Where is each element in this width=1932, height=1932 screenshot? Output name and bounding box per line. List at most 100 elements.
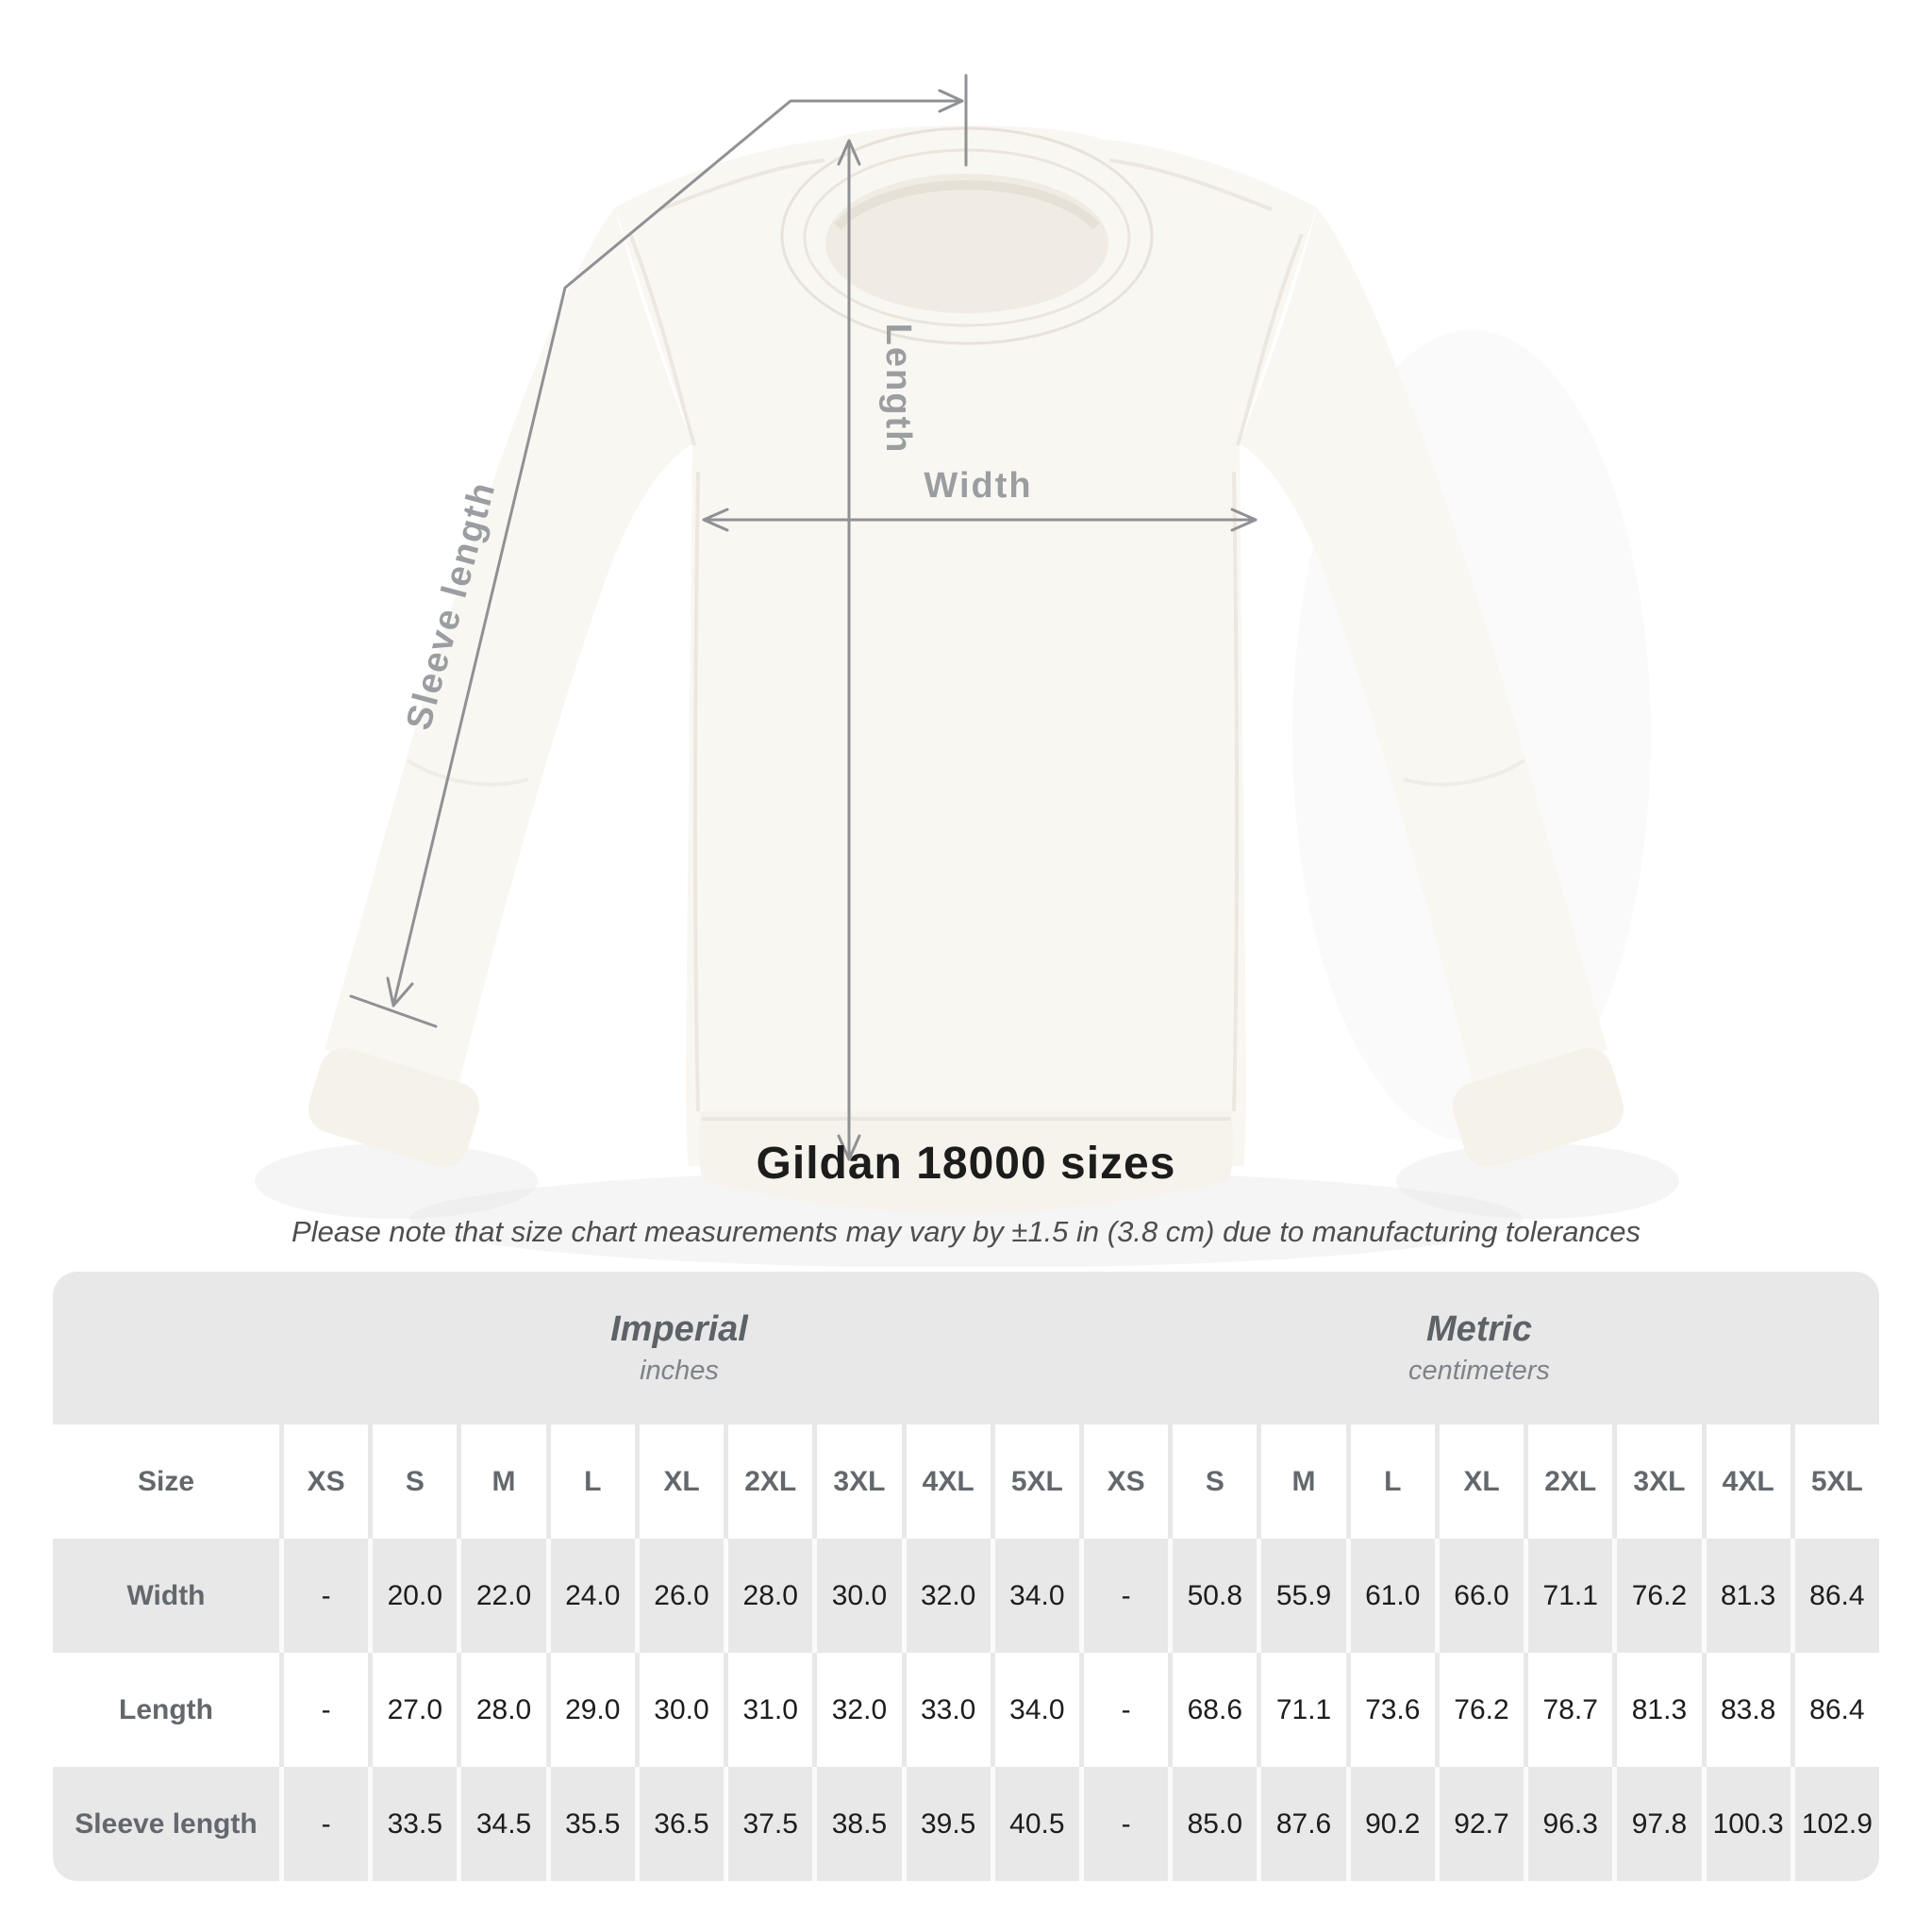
- page-title: Gildan 18000 sizes: [756, 1139, 1176, 1189]
- cell: 90.2: [1345, 1767, 1435, 1881]
- cell: 30.0: [634, 1653, 724, 1767]
- width-label: Width: [924, 466, 1032, 506]
- cell: -: [279, 1539, 368, 1653]
- cell: 22.0: [457, 1539, 545, 1653]
- cell: 102.9: [1790, 1767, 1879, 1881]
- cell: 83.8: [1701, 1653, 1790, 1767]
- cell: 86.4: [1790, 1653, 1879, 1767]
- cell: 33.0: [901, 1653, 991, 1767]
- table-row-length: Length - 27.0 28.0 29.0 30.0 31.0 32.0 3…: [53, 1653, 1879, 1767]
- col-header: 3XL: [1612, 1424, 1701, 1539]
- cell: 96.3: [1524, 1767, 1612, 1881]
- row-label: Width: [126, 1579, 206, 1611]
- hem-band: [699, 1111, 1233, 1213]
- col-header: 4XL: [1701, 1424, 1790, 1539]
- cell: 38.5: [812, 1767, 901, 1881]
- cell: 92.7: [1434, 1767, 1524, 1881]
- cell: 97.8: [1612, 1767, 1701, 1881]
- left-sleeve: [325, 208, 692, 1117]
- size-header-cell: Size: [137, 1465, 195, 1497]
- measurement-lines: [349, 74, 1257, 1161]
- cell: 20.0: [368, 1539, 457, 1653]
- units-header-band: Imperial inches Metric centimeters: [53, 1272, 1879, 1424]
- sleeve-arrowhead-bottom: [386, 976, 414, 1008]
- cell: 61.0: [1345, 1539, 1435, 1653]
- size-table-body: Size XS S M L XL 2XL 3XL 4XL 5XL XS S M …: [53, 1424, 1879, 1881]
- metric-unit: centimeters: [1408, 1356, 1550, 1386]
- col-header: 4XL: [901, 1424, 991, 1539]
- metric-header: Metric centimeters: [1079, 1309, 1879, 1387]
- imperial-label: Imperial: [610, 1309, 748, 1349]
- cell: 40.5: [990, 1767, 1079, 1881]
- sleeve-length-line: [391, 99, 964, 1008]
- right-cuff: [1452, 1048, 1624, 1168]
- cuff-tick: [349, 994, 438, 1028]
- table-row-width: Width - 20.0 22.0 24.0 26.0 28.0 30.0 32…: [53, 1539, 1879, 1653]
- imperial-header: Imperial inches: [279, 1309, 1079, 1387]
- sweatshirt-illustration: [308, 125, 1624, 1213]
- width-arrowhead-right: [1230, 508, 1257, 532]
- cell: 36.5: [634, 1767, 724, 1881]
- size-table: Imperial inches Metric centimeters Size …: [53, 1272, 1879, 1881]
- cell: 81.3: [1612, 1653, 1701, 1767]
- row-label: Length: [119, 1693, 213, 1725]
- col-header: M: [1257, 1424, 1345, 1539]
- cell: 29.0: [545, 1653, 635, 1767]
- cell: 76.2: [1434, 1653, 1524, 1767]
- tolerance-note: Please note that size chart measurements…: [291, 1215, 1641, 1248]
- col-header: L: [545, 1424, 635, 1539]
- cell: 73.6: [1345, 1653, 1435, 1767]
- cell: 26.0: [634, 1539, 724, 1653]
- collar-opening: [825, 174, 1108, 313]
- cell: 32.0: [901, 1539, 991, 1653]
- left-cuff: [308, 1048, 480, 1168]
- cell: 28.0: [457, 1653, 545, 1767]
- col-header: 5XL: [990, 1424, 1079, 1539]
- cell: 35.5: [545, 1767, 635, 1881]
- table-row-sleeve-length: Sleeve length - 33.5 34.5 35.5 36.5 37.5…: [53, 1767, 1879, 1881]
- cell: 78.7: [1524, 1653, 1612, 1767]
- cell: -: [279, 1653, 368, 1767]
- cell: -: [1078, 1539, 1168, 1653]
- length-arrowhead-top: [837, 139, 861, 166]
- cell: 32.0: [812, 1653, 901, 1767]
- col-header: 2XL: [724, 1424, 812, 1539]
- sleeve-arrowhead-top: [938, 89, 964, 113]
- cell: 71.1: [1257, 1653, 1345, 1767]
- cell: 76.2: [1612, 1539, 1701, 1653]
- col-header: L: [1345, 1424, 1435, 1539]
- col-header: 3XL: [812, 1424, 901, 1539]
- cell: 27.0: [368, 1653, 457, 1767]
- col-header: S: [1168, 1424, 1257, 1539]
- imperial-unit: inches: [640, 1356, 719, 1386]
- cell: 34.0: [990, 1539, 1079, 1653]
- table-row-size-header: Size XS S M L XL 2XL 3XL 4XL 5XL XS S M …: [53, 1424, 1879, 1539]
- cell: 37.5: [724, 1767, 812, 1881]
- cell: 50.8: [1168, 1539, 1257, 1653]
- col-header: XS: [1078, 1424, 1168, 1539]
- cell: 28.0: [724, 1539, 812, 1653]
- cell: 66.0: [1434, 1539, 1524, 1653]
- cell: 24.0: [545, 1539, 635, 1653]
- metric-label: Metric: [1426, 1309, 1532, 1349]
- col-header: XL: [634, 1424, 724, 1539]
- col-header: 2XL: [1524, 1424, 1612, 1539]
- col-header: XL: [1434, 1424, 1524, 1539]
- cell: 30.0: [812, 1539, 901, 1653]
- cell: 34.0: [990, 1653, 1079, 1767]
- body: [615, 125, 1317, 1166]
- cell: 34.5: [457, 1767, 545, 1881]
- cell: -: [1078, 1767, 1168, 1881]
- cell: 81.3: [1701, 1539, 1790, 1653]
- cell: 33.5: [368, 1767, 457, 1881]
- length-label: Length: [878, 324, 918, 455]
- col-header: XS: [279, 1424, 368, 1539]
- col-header: 5XL: [1790, 1424, 1879, 1539]
- right-sleeve: [1240, 208, 1607, 1117]
- cell: 71.1: [1524, 1539, 1612, 1653]
- length-arrowhead-bottom: [837, 1134, 861, 1161]
- col-header: M: [457, 1424, 545, 1539]
- collar-inner-shadow: [834, 180, 1100, 230]
- cell: 39.5: [901, 1767, 991, 1881]
